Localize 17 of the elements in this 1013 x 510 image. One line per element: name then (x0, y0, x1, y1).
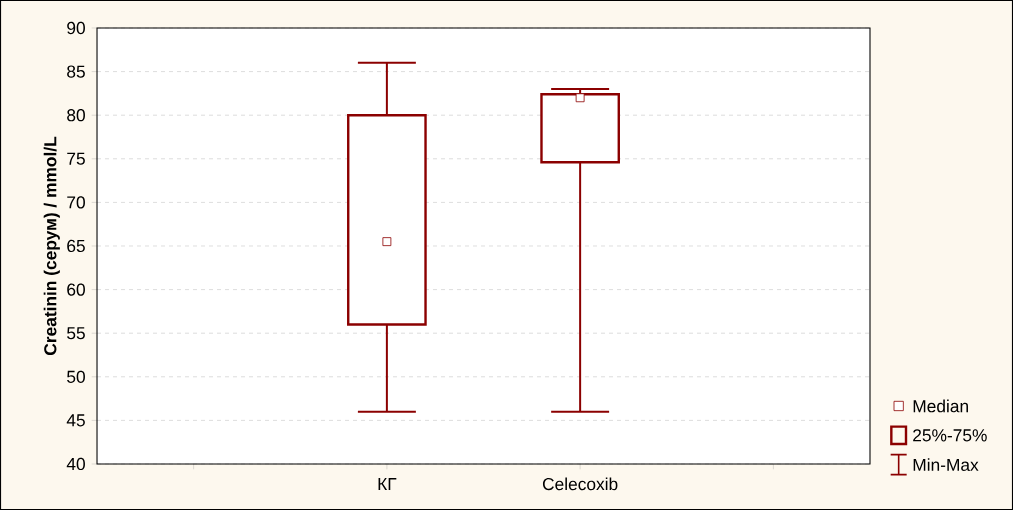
y-tick-label: 90 (67, 21, 85, 35)
y-axis-title: Creatinin (серум) / mmol/L (43, 136, 60, 355)
y-tick-label: 55 (67, 327, 85, 340)
y-tick-label: 70 (67, 196, 85, 209)
x-tick-label: КГ (378, 478, 397, 491)
text: 25%-75% (913, 429, 987, 442)
text: Median (913, 399, 968, 413)
y-tick-label: 85 (67, 65, 85, 78)
text: Min-Max (913, 458, 979, 472)
y-tick-label: 60 (67, 283, 85, 296)
x-tick-label: Celecoxib (542, 477, 618, 491)
y-tick-label: 40 (66, 457, 85, 471)
y-tick-label: 65 (67, 239, 85, 253)
y-tick-label: 80 (67, 109, 85, 122)
y-tick-label: 45 (66, 414, 85, 427)
y-tick-label: 75 (67, 152, 85, 165)
y-tick-label: 50 (67, 370, 85, 383)
